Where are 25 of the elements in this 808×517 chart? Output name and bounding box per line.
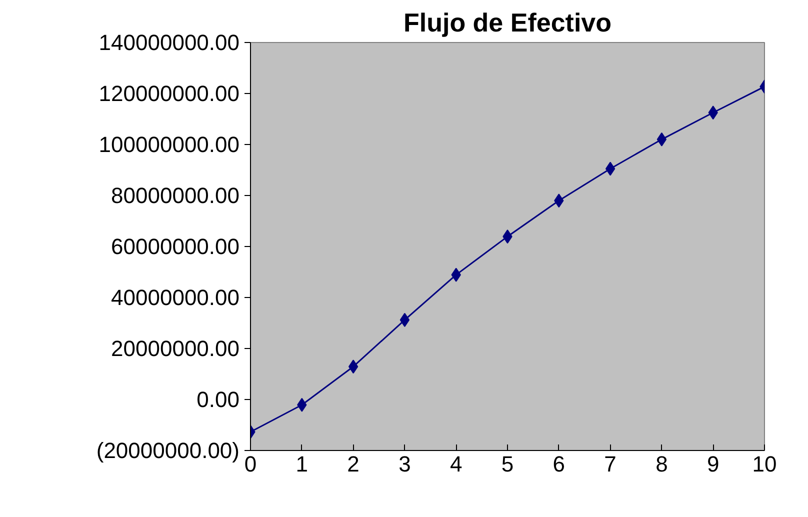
y-tick-label: 0.00 (196, 387, 240, 412)
point (656, 132, 667, 146)
y-tick-label: 100000000.00 (98, 132, 240, 157)
point (348, 360, 358, 374)
y-tick-label: 40000000.00 (111, 285, 240, 310)
y-tick-label: 80000000.00 (111, 183, 240, 208)
y-tick-label: 140000000.00 (98, 30, 240, 55)
y-tick-label: 20000000.00 (111, 336, 240, 361)
x-tick-label: 1 (296, 452, 308, 476)
x-tick-label: 8 (656, 452, 668, 476)
x-tick-label: 0 (244, 452, 257, 476)
y-tick-label: 120000000.00 (98, 81, 240, 106)
chart-title: Flujo de Efectivo (403, 8, 612, 38)
point (605, 162, 616, 176)
x-tick-label: 10 (752, 452, 777, 476)
x-tick-label: 6 (552, 452, 566, 476)
y-tick-label: (20000000.00) (96, 438, 240, 463)
x-tick-label: 5 (501, 452, 514, 476)
x-tick-label: 9 (706, 452, 720, 476)
x-tick-label: 4 (450, 452, 462, 476)
x-tick-label: 3 (398, 452, 411, 476)
y-tick-label: 60000000.00 (111, 234, 240, 259)
x-tick-label: 7 (604, 452, 616, 476)
x-tick-label: 2 (347, 452, 360, 476)
point (400, 312, 410, 327)
